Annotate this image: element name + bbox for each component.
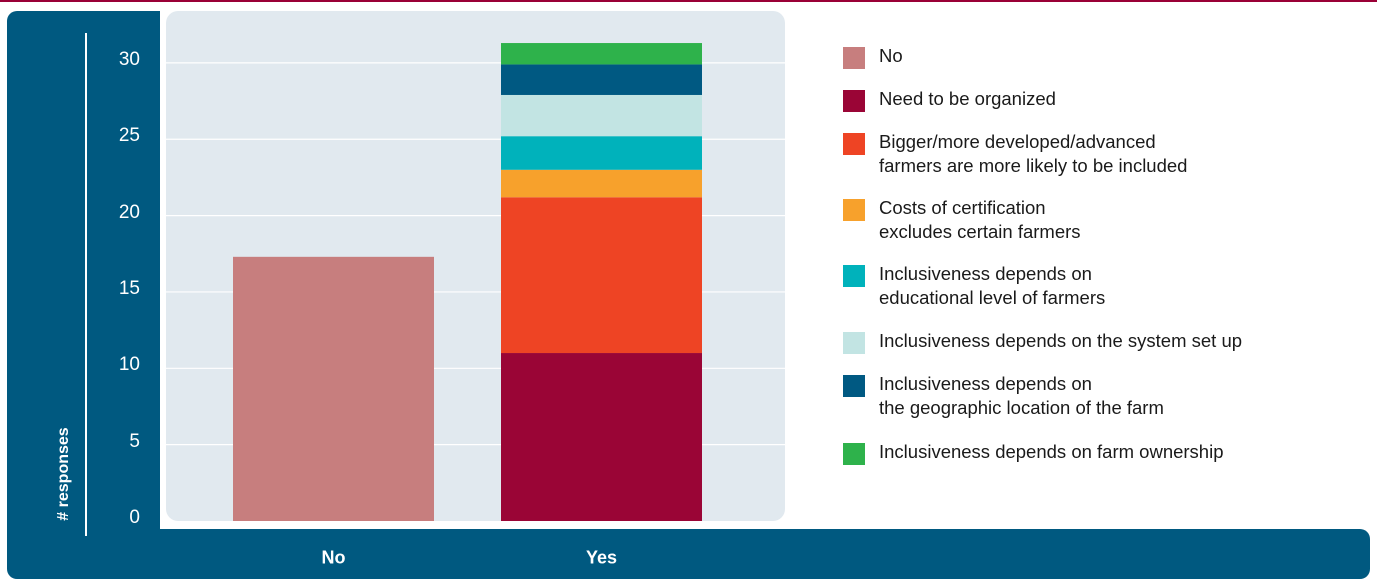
- y-tick-label: 20: [118, 201, 140, 223]
- legend-label: Inclusiveness depends on the system set …: [879, 330, 1243, 351]
- y-tick-label: 15: [118, 277, 140, 299]
- bar-segment-yes-1: [501, 353, 702, 521]
- legend-swatch: [843, 199, 865, 221]
- bar-segment-yes-7: [501, 43, 702, 65]
- bar-segment-yes-3: [501, 169, 702, 198]
- legend-label: Costs of certification excludes certain …: [879, 197, 1081, 242]
- y-tick-label: 30: [118, 48, 140, 70]
- y-tick-label: 10: [118, 354, 140, 376]
- legend-swatch: [843, 47, 865, 69]
- top-rule: [0, 0, 1377, 2]
- legend-item: Bigger/more developed/advanced farmers a…: [843, 130, 1187, 178]
- y-axis-panel: [7, 11, 160, 546]
- legend-item: Inclusiveness depends on the system set …: [843, 329, 1242, 354]
- y-axis-line: [85, 33, 87, 536]
- legend-swatch: [843, 332, 865, 354]
- legend-label: No: [879, 45, 903, 66]
- x-tick-label: No: [321, 547, 346, 568]
- bar-segment-yes-6: [501, 64, 702, 95]
- legend-item: Inclusiveness depends on farm ownership: [843, 440, 1224, 465]
- legend-label: Inclusiveness depends on farm ownership: [879, 441, 1224, 462]
- bar-segment-no-0: [233, 256, 434, 521]
- y-tick-label: 25: [118, 125, 140, 147]
- x-tick-label: Yes: [585, 547, 618, 568]
- legend-swatch: [843, 133, 865, 155]
- legend-label: Bigger/more developed/advanced farmers a…: [879, 131, 1188, 176]
- legend-label: Need to be organized: [879, 88, 1056, 109]
- legend-item: Need to be organized: [843, 87, 1056, 112]
- legend-swatch: [843, 443, 865, 465]
- legend-swatch: [843, 90, 865, 112]
- legend-swatch: [843, 375, 865, 397]
- y-tick-label: 0: [129, 507, 140, 528]
- legend-label: Inclusiveness depends on the geographic …: [879, 373, 1164, 418]
- bar-segment-yes-4: [501, 136, 702, 170]
- legend-swatch: [843, 265, 865, 287]
- legend-item: Costs of certification excludes certain …: [843, 196, 1081, 244]
- y-tick-label: 5: [129, 430, 140, 452]
- legend-item: Inclusiveness depends on educational lev…: [843, 262, 1105, 310]
- bar-segment-yes-2: [501, 197, 702, 354]
- legend-item: Inclusiveness depends on the geographic …: [843, 372, 1164, 420]
- legend-label: Inclusiveness depends on educational lev…: [879, 263, 1106, 308]
- bar-segment-yes-5: [501, 94, 702, 137]
- x-axis-bar: [7, 529, 1370, 579]
- legend-item: No: [843, 44, 903, 69]
